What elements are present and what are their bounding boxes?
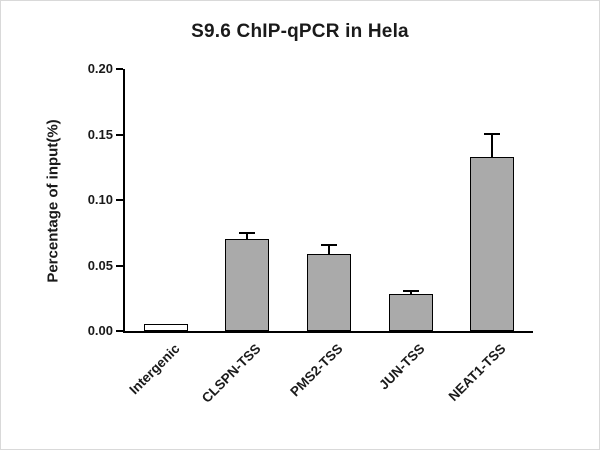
bar: [470, 156, 515, 331]
error-bar-line: [246, 234, 249, 240]
y-tick-label: 0.15: [87, 126, 113, 142]
error-bar-line: [328, 245, 330, 254]
error-bar-cap: [321, 243, 337, 246]
plot-area: 0.00 0.05 0.10 0.15 0.20 Intergenic CLSPN-TSS P…: [88, 61, 533, 406]
chart-title: S9.6 ChIP-qPCR in Hela: [191, 21, 409, 42]
y-tick-label: 0.00: [87, 323, 113, 338]
y-tick-label: 0.05: [87, 257, 113, 273]
error-bar-line: [409, 291, 412, 295]
y-tick-mark: [116, 330, 123, 332]
error-bar-cap: [484, 132, 501, 135]
x-axis-label: PMS2-TSS: [287, 341, 346, 400]
y-tick-mark: [116, 264, 123, 267]
x-axis-label: CLSPN-TSS: [199, 341, 264, 406]
bar: [388, 294, 433, 331]
x-axis-label: JUN-TSS: [375, 341, 428, 393]
y-tick-label: 0.10: [87, 192, 113, 207]
y-tick-mark: [116, 68, 123, 70]
bar: [143, 324, 188, 331]
x-axis-label: Intergenic: [126, 341, 183, 398]
bar: [307, 253, 351, 331]
y-tick-label: 0.20: [87, 61, 113, 76]
bar: [225, 239, 270, 331]
y-tick-mark: [116, 133, 123, 136]
x-axis-label: NEAT1-TSS: [445, 341, 509, 404]
y-axis-label: Percentage of input(%): [44, 119, 62, 283]
error-bar-cap: [239, 232, 256, 235]
error-bar-line: [491, 134, 494, 157]
error-bar-cap: [402, 289, 419, 292]
y-tick-mark: [116, 199, 123, 201]
